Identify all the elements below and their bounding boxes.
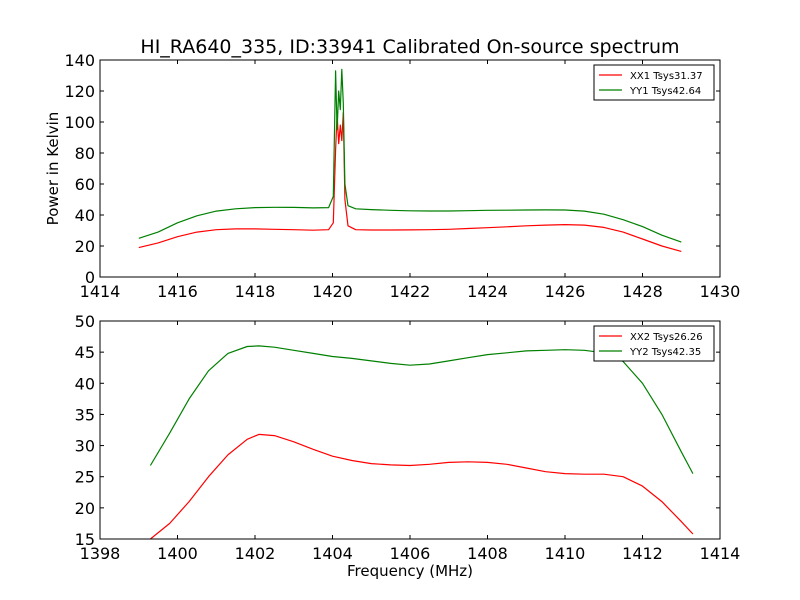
y-tick-label: 60 xyxy=(75,175,95,194)
series-line-1 xyxy=(150,433,694,539)
x-tick-label: 1400 xyxy=(157,544,198,563)
panel-2: 1398 1400 1402 1404 1406 1408 1410 1412 1414 15 20… xyxy=(75,312,741,580)
y-tick-label: 20 xyxy=(75,499,95,518)
y-tick-label: 50 xyxy=(75,312,95,331)
y-tick-label: 140 xyxy=(64,51,95,70)
x-tick-label: 1430 xyxy=(700,282,741,301)
panel-1: 1414 1416 1418 1420 1422 1424 1426 1428 1430 0 20 4… xyxy=(44,51,740,301)
x-axis-label: Frequency (MHz) xyxy=(347,562,473,580)
x-tick-label: 1402 xyxy=(235,544,276,563)
legend-box xyxy=(593,325,715,362)
x-tick-label: 1420 xyxy=(312,282,353,301)
series-line-2 xyxy=(138,68,682,243)
x-tick-label: 1406 xyxy=(390,544,431,563)
legend-label: YY2 Tsys42.35 xyxy=(629,347,701,358)
legend: XX1 Tsys31.37 YY1 Tsys42.64 xyxy=(593,64,715,101)
figure-title: HI_RA640_335, ID:33941 Calibrated On-sou… xyxy=(140,36,679,58)
series-group xyxy=(138,68,682,252)
y-tick-label: 25 xyxy=(75,468,95,487)
y-tick-label: 40 xyxy=(75,206,95,225)
series-line-1 xyxy=(138,112,682,252)
x-tick-label: 1408 xyxy=(467,544,508,563)
y-tick-label: 30 xyxy=(75,437,95,456)
x-tick-label: 1410 xyxy=(545,544,586,563)
chart-layer: 1414 1416 1418 1420 1422 1424 1426 1428 1430 0 20 4… xyxy=(44,51,740,580)
x-tick-label: 1422 xyxy=(390,282,431,301)
y-axis-label: Power in Kelvin xyxy=(44,112,62,226)
legend-label: XX2 Tsys26.26 xyxy=(630,332,703,343)
y-tick-label: 15 xyxy=(75,530,95,549)
legend: XX2 Tsys26.26 YY2 Tsys42.35 xyxy=(593,325,715,362)
x-tick-label: 1418 xyxy=(235,282,276,301)
x-tick-label: 1426 xyxy=(545,282,586,301)
y-tick-label: 0 xyxy=(85,268,95,287)
x-tick-label: 1414 xyxy=(80,282,121,301)
x-tick-label: 1412 xyxy=(622,544,663,563)
x-tick-label: 1428 xyxy=(622,282,663,301)
y-tick-label: 20 xyxy=(75,237,95,256)
legend-label: YY1 Tsys42.64 xyxy=(629,86,701,97)
y-tick-label: 100 xyxy=(64,113,95,132)
y-tick-label: 120 xyxy=(64,82,95,101)
x-tick-label: 1424 xyxy=(467,282,508,301)
x-tick-label: 1414 xyxy=(700,544,741,563)
y-tick-label: 35 xyxy=(75,405,95,424)
x-tick-label: 1416 xyxy=(157,282,198,301)
y-tick-label: 80 xyxy=(75,144,95,163)
x-tick-label: 1404 xyxy=(312,544,353,563)
x-tick-label: 1398 xyxy=(80,544,121,563)
legend-label: XX1 Tsys31.37 xyxy=(630,71,703,82)
legend-box xyxy=(593,64,715,101)
y-tick-label: 45 xyxy=(75,343,95,362)
y-tick-label: 40 xyxy=(75,374,95,393)
